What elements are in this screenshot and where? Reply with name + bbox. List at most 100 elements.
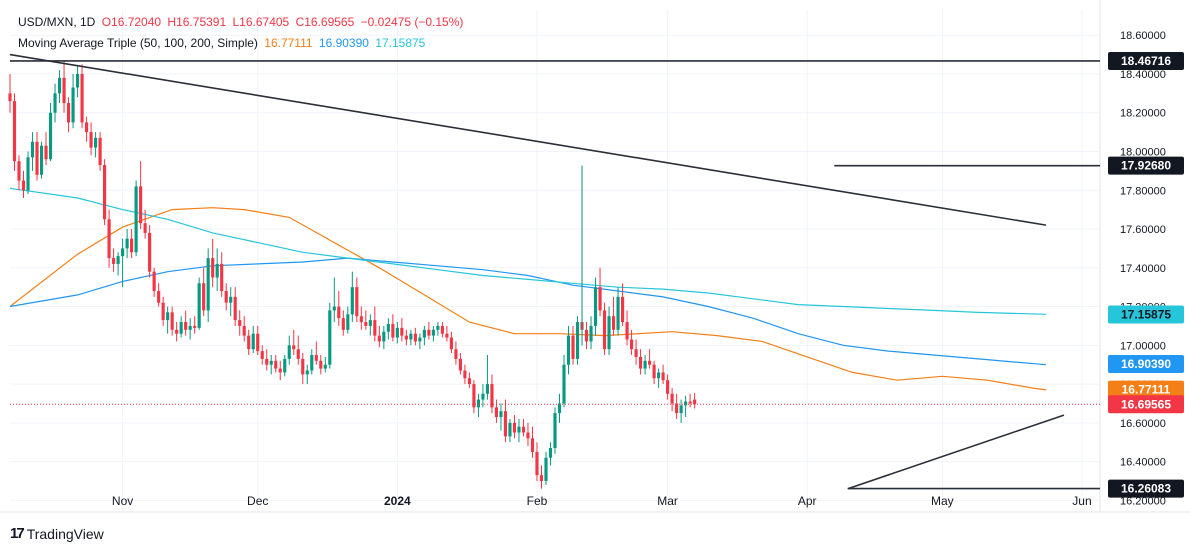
y-tick-label: 17.60000 <box>1120 224 1166 236</box>
candle-body <box>373 320 377 336</box>
candle-body <box>544 457 548 481</box>
candle-body <box>166 312 170 321</box>
candle-body <box>661 372 665 381</box>
candle-body <box>346 314 350 330</box>
candle-body <box>490 384 494 408</box>
candle-body <box>211 258 215 278</box>
candle-body <box>670 393 674 404</box>
candle-body <box>503 411 508 437</box>
price-labels: 18.46716 17.92680 17.15875 16.90390 16.77111… <box>1108 51 1184 498</box>
y-tick-label: 16.40000 <box>1120 457 1166 469</box>
x-tick-label: Jun <box>1072 494 1091 508</box>
y-tick-label: 18.00000 <box>1120 146 1166 158</box>
price-label-text: 16.77111 <box>1122 383 1171 397</box>
candle-body <box>422 329 426 338</box>
candle-body <box>220 263 224 292</box>
candle-body <box>395 327 399 338</box>
candle-body <box>418 337 422 342</box>
candle-body <box>364 322 368 326</box>
candle-body <box>391 323 395 338</box>
candle-body <box>625 322 629 340</box>
candle-body <box>30 141 35 158</box>
candle-body <box>566 335 571 365</box>
y-tick-label: 17.40000 <box>1120 263 1166 275</box>
symbol-label[interactable]: USD/MXN, 1D <box>18 15 96 29</box>
candle-body <box>611 316 616 330</box>
candle-body <box>431 329 435 336</box>
candle-body <box>296 349 300 359</box>
candle-body <box>112 258 116 264</box>
candle-body <box>553 413 557 449</box>
candle-body <box>675 403 679 414</box>
candle-body <box>679 405 683 414</box>
candle-body <box>247 335 251 350</box>
candle-body <box>512 422 517 433</box>
candle-body <box>94 137 98 148</box>
price-label-text: 16.90390 <box>1121 357 1171 371</box>
candle-body <box>107 219 111 259</box>
candle-body <box>620 296 625 323</box>
candle-body <box>355 287 359 317</box>
price-label-level: 18.46716 <box>1108 51 1184 70</box>
candle-body <box>508 422 512 437</box>
candle-body <box>323 364 327 369</box>
candle-body <box>139 186 143 224</box>
indicator-label[interactable]: Moving Average Triple (50, 100, 200, Sim… <box>18 36 258 50</box>
candle-body <box>251 333 255 350</box>
candle-body <box>693 399 697 405</box>
candle-body <box>458 358 462 371</box>
candle-body <box>116 256 120 264</box>
candle-body <box>84 122 89 133</box>
candle-body <box>161 302 165 321</box>
candle-body <box>575 322 580 359</box>
change-value: −0.02475 (−0.15%) <box>360 15 464 29</box>
candle-body <box>562 364 566 404</box>
candle-body <box>463 370 467 379</box>
price-label-box <box>1108 156 1184 175</box>
ma50-value: 16.77111 <box>264 36 313 50</box>
price-label-text: 17.15875 <box>1121 308 1171 322</box>
candle-body <box>157 291 161 303</box>
price-label-text: 16.69565 <box>1121 397 1171 411</box>
candle-body <box>53 93 57 113</box>
candle-body <box>170 312 174 330</box>
candle-body <box>688 401 692 404</box>
candle-body <box>125 238 129 249</box>
candle-body <box>143 223 147 233</box>
candle-body <box>494 407 499 418</box>
ma100-value: 16.90390 <box>318 36 369 50</box>
candle-body <box>197 283 201 328</box>
price-label-box <box>1108 380 1184 399</box>
candle-body <box>188 325 192 330</box>
candle-body <box>427 329 431 336</box>
candle-body <box>436 325 440 330</box>
branding[interactable]: 17 TradingView <box>10 525 104 542</box>
candle-body <box>526 432 530 439</box>
candle-body <box>652 364 656 379</box>
y-tick-label: 17.80000 <box>1120 185 1166 197</box>
candles <box>8 60 697 489</box>
candle-body <box>639 356 643 369</box>
candle-body <box>233 296 237 321</box>
price-label-text: 16.26083 <box>1121 482 1171 496</box>
ma200-value: 17.15875 <box>375 36 426 50</box>
candle-body <box>657 372 661 379</box>
candle-body <box>256 333 260 352</box>
candle-body <box>224 291 228 303</box>
price-label-level: 17.92680 <box>1108 156 1184 175</box>
y-tick-label: 16.20000 <box>1120 495 1166 507</box>
price-label-text: 18.46716 <box>1121 54 1171 68</box>
price-label-text: 17.92680 <box>1121 159 1171 173</box>
candle-body <box>593 287 598 326</box>
candle-body <box>472 384 476 408</box>
candle-body <box>481 393 485 400</box>
candle-body <box>328 310 332 365</box>
candle-body <box>175 329 179 334</box>
candle-body <box>310 355 314 371</box>
ohlc-legend: USD/MXN, 1D O16.72040 H16.75391 L16.6740… <box>18 15 466 29</box>
y-tick-label: 18.40000 <box>1120 69 1166 81</box>
x-tick-label: Apr <box>798 494 817 508</box>
high-value: H16.75391 <box>167 15 227 29</box>
candle-body <box>539 475 544 481</box>
